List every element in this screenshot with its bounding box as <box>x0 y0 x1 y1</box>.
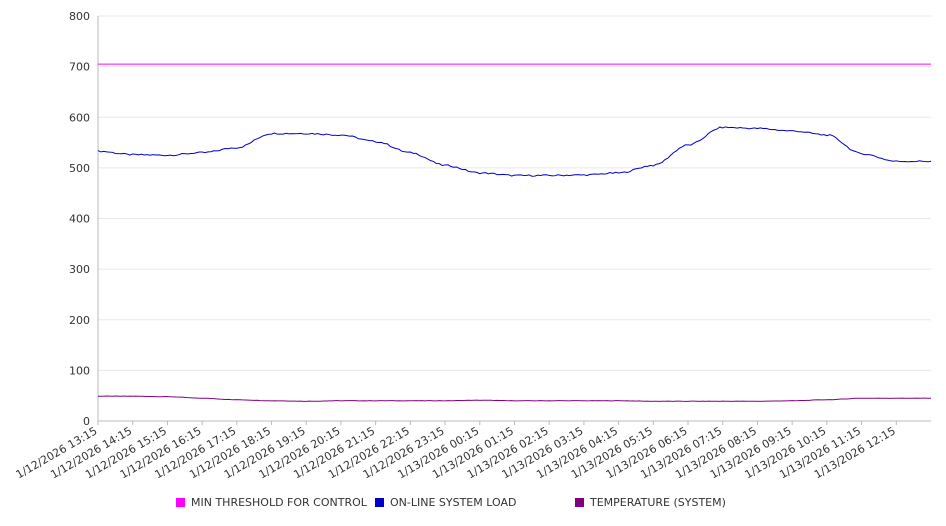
series-line-1 <box>97 126 932 177</box>
y-tick-label: 500 <box>69 162 90 175</box>
legend-swatch <box>575 498 584 507</box>
gridlines <box>98 15 931 371</box>
legend-item-min-threshold[interactable]: MIN THRESHOLD FOR CONTROL <box>176 496 367 509</box>
legend-item-temperature[interactable]: TEMPERATURE (SYSTEM) <box>575 496 726 509</box>
legend-label: MIN THRESHOLD FOR CONTROL <box>191 496 367 509</box>
legend-label: ON-LINE SYSTEM LOAD <box>390 496 517 509</box>
y-tick-label: 200 <box>69 314 90 327</box>
x-axis-tick-labels: 1/12/2026 13:151/12/2026 14:151/12/2026 … <box>14 424 898 481</box>
y-tick-label: 0 <box>83 415 90 428</box>
legend-item-system-load[interactable]: ON-LINE SYSTEM LOAD <box>375 496 516 509</box>
y-tick-label: 700 <box>69 61 90 74</box>
legend-swatch <box>176 498 185 507</box>
y-axis-tick-labels: 0 100 200 300 400 500 600 700 800 <box>69 10 90 428</box>
legend-label: TEMPERATURE (SYSTEM) <box>590 496 726 509</box>
legend: MIN THRESHOLD FOR CONTROL ON-LINE SYSTEM… <box>0 496 946 516</box>
series-lines <box>97 63 932 402</box>
y-tick-label: 800 <box>69 10 90 23</box>
series-line-2 <box>97 395 932 402</box>
legend-swatch <box>375 498 384 507</box>
y-tick-label: 100 <box>69 364 90 377</box>
axes <box>97 16 931 425</box>
y-tick-label: 400 <box>69 213 90 226</box>
y-tick-label: 300 <box>69 263 90 276</box>
y-tick-label: 600 <box>69 111 90 124</box>
